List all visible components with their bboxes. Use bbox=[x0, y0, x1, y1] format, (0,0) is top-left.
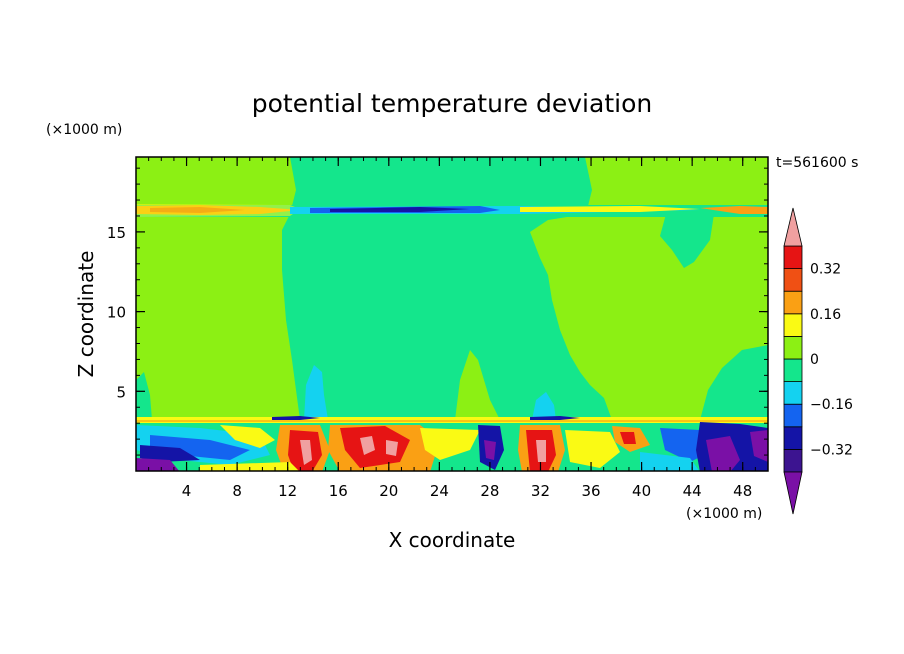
y-axis-ticks: 5 10 15 bbox=[107, 224, 768, 401]
x-tick-label: 4 bbox=[182, 482, 192, 500]
green-region-left bbox=[136, 372, 152, 420]
x-tick-label: 24 bbox=[430, 482, 449, 500]
cyan-plume-14 bbox=[304, 365, 328, 420]
y-tick-label: 10 bbox=[107, 304, 126, 322]
green-region-notch bbox=[455, 350, 500, 420]
bl-yellow-left bbox=[220, 425, 275, 448]
bl-pink-hot-3 bbox=[386, 440, 398, 456]
upper-band-yellow bbox=[136, 204, 300, 217]
chart-title: potential temperature deviation bbox=[252, 89, 652, 118]
upper-band-right-orange bbox=[700, 206, 768, 214]
colorbar-bin bbox=[783, 448, 803, 473]
x-axis-ticks: 4 8 12 16 20 24 28 32 36 40 44 48 bbox=[182, 157, 752, 500]
colorbar-label: 0.16 bbox=[810, 307, 841, 323]
green-region-right-low bbox=[700, 345, 768, 420]
x-tick-label: 44 bbox=[683, 482, 702, 500]
colorbar-bin bbox=[783, 313, 803, 337]
colorbar-bin bbox=[783, 381, 803, 405]
colorbar-bin bbox=[783, 268, 803, 292]
x-unit-label: (×1000 m) bbox=[686, 506, 762, 522]
colorbar-bin bbox=[783, 290, 803, 315]
colorbar-label: 0 bbox=[810, 352, 819, 368]
colorbar-bin bbox=[783, 335, 803, 360]
bl-yellow-mid-2 bbox=[565, 430, 620, 468]
x-tick-label: 32 bbox=[531, 482, 550, 500]
colorbar-label: 0.32 bbox=[810, 262, 841, 278]
colorbar-extend-min bbox=[783, 471, 803, 515]
x-tick-label: 28 bbox=[480, 482, 499, 500]
x-tick-label: 12 bbox=[278, 482, 297, 500]
bl-red-right bbox=[620, 432, 636, 444]
bl-pink-hot-1 bbox=[300, 440, 312, 465]
bl-navy-left bbox=[140, 445, 200, 462]
y-axis-label: Z coordinate bbox=[74, 251, 98, 378]
bl-purple-right-2 bbox=[750, 430, 768, 462]
colorbar-bin bbox=[783, 426, 803, 450]
bl-navy-thin-1 bbox=[272, 416, 320, 420]
time-label: t=561600 s bbox=[776, 155, 858, 171]
x-tick-label: 40 bbox=[632, 482, 651, 500]
bl-yellow-mid bbox=[420, 428, 480, 460]
x-tick-label: 48 bbox=[733, 482, 752, 500]
x-tick-label: 8 bbox=[232, 482, 242, 500]
bl-cyan-right bbox=[640, 452, 700, 471]
colorbar-label: −0.16 bbox=[810, 397, 853, 413]
bl-red-hot-2 bbox=[340, 426, 410, 468]
colorbar-bin bbox=[783, 403, 803, 428]
bl-purple-mid bbox=[484, 440, 496, 460]
upper-band-right-warm bbox=[520, 206, 700, 212]
upper-band-navy bbox=[330, 207, 470, 212]
bl-purple-left bbox=[136, 458, 180, 471]
bl-pink-hot-2 bbox=[360, 436, 375, 455]
colorbar-extend-max bbox=[783, 207, 803, 247]
x-tick-label: 36 bbox=[581, 482, 600, 500]
bl-pink-hot-4 bbox=[536, 440, 546, 462]
cyan-plume-32 bbox=[532, 392, 556, 420]
colorbar-label: −0.32 bbox=[810, 442, 853, 458]
x-tick-label: 16 bbox=[329, 482, 348, 500]
bl-navy-thin-2 bbox=[530, 416, 580, 420]
colorbar-bin bbox=[783, 358, 803, 383]
green-region-right bbox=[660, 214, 714, 268]
bl-purple-right bbox=[706, 436, 740, 471]
y-unit-label: (×1000 m) bbox=[46, 122, 122, 138]
x-axis-label: X coordinate bbox=[389, 528, 516, 552]
y-tick-label: 5 bbox=[116, 383, 126, 401]
colorbar-bin bbox=[783, 245, 803, 270]
green-region-center bbox=[282, 157, 612, 420]
y-tick-label: 15 bbox=[107, 224, 126, 242]
bl-top-line bbox=[136, 420, 768, 422]
x-tick-label: 20 bbox=[379, 482, 398, 500]
contour-field bbox=[136, 157, 768, 471]
colorbar: 0.32 0.16 0 −0.16 −0.32 bbox=[783, 207, 853, 515]
